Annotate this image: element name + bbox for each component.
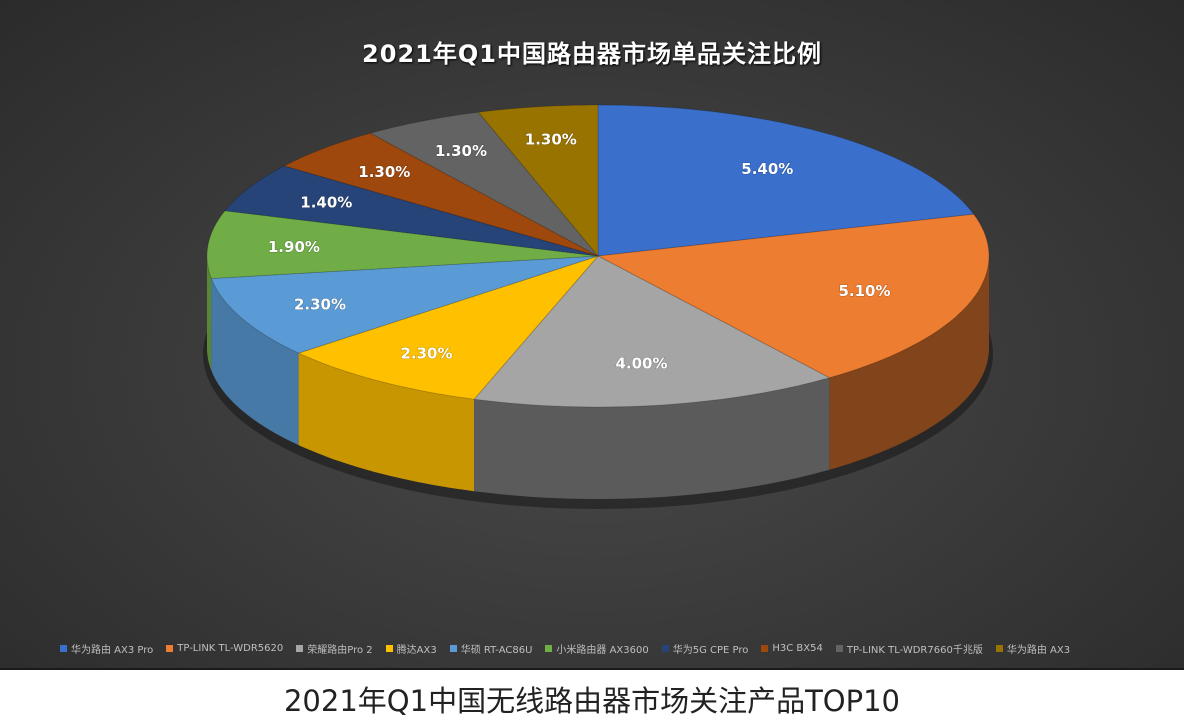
legend-label: 华为路由 AX3 (1006, 645, 1071, 656)
data-label-1: 5.10% (838, 282, 890, 300)
pie-slice-1[interactable] (596, 213, 990, 379)
legend-label: 华为路由 AX3 Pro (71, 645, 154, 656)
pie-slice-6[interactable] (224, 165, 599, 257)
pie-side-3 (298, 353, 475, 492)
pie-slice-2[interactable] (473, 255, 831, 408)
pie-side-2 (474, 377, 830, 499)
data-label-7: 1.30% (358, 163, 410, 181)
data-label-8: 1.30% (435, 142, 487, 160)
pie-slice-5[interactable] (206, 210, 599, 280)
data-label-3: 2.30% (400, 344, 452, 362)
chart-title: 2021年Q1中国路由器市场单品关注比例 (362, 40, 822, 68)
legend-label: 小米路由器 AX3600 (556, 645, 649, 656)
legend-swatch (166, 645, 174, 652)
legend-swatch (761, 645, 769, 652)
legend-item: 华为路由 AX3 Pro (60, 641, 153, 656)
pie-top-faces (206, 104, 990, 408)
chart-area: 2021年Q1中国路由器市场单品关注比例 5.40% 5.10% 4.00% 2.30… (0, 0, 1184, 670)
legend-label: H3C BX54 (772, 643, 823, 654)
chart-legend: 华为路由 AX3 Pro TP-LINK TL-WDR5620 荣耀路由Pro 2 腾… (60, 641, 1144, 656)
legend-swatch (60, 645, 67, 652)
data-label-4: 2.30% (294, 296, 346, 314)
legend-swatch (995, 645, 1003, 652)
pie-chart: 5.40% 5.10% 4.00% 2.30% 2.30% 1.90% 1.40% 1.30%… (203, 104, 993, 509)
pie-data-labels: 5.40% 5.10% 4.00% 2.30% 2.30% 1.90% 1.40% 1.30%… (267, 130, 891, 373)
legend-swatch (545, 645, 553, 652)
legend-item: 华为路由 AX3 (995, 641, 1071, 656)
legend-swatch (296, 645, 304, 652)
legend-item: H3C BX54 (761, 643, 823, 654)
pie-slice-0[interactable] (597, 104, 975, 257)
legend-item: 华为5G CPE Pro (661, 641, 749, 656)
data-label-2: 4.00% (615, 354, 667, 372)
legend-label: 华硕 RT-AC86U (460, 645, 533, 656)
legend-item: 华硕 RT-AC86U (449, 641, 533, 656)
pie-slice-9[interactable] (477, 104, 599, 258)
legend-label: 华为5G CPE Pro (672, 645, 749, 656)
pie-side-1 (829, 256, 989, 470)
legend-label: 腾达AX3 (396, 645, 437, 656)
data-label-6: 1.40% (300, 194, 352, 212)
legend-item: 小米路由器 AX3600 (545, 641, 649, 656)
data-label-5: 1.90% (268, 238, 320, 256)
data-label-0: 5.40% (741, 160, 793, 178)
pie-side-walls (207, 256, 989, 499)
legend-label: TP-LINK TL-WDR7660千兆版 (846, 645, 983, 656)
figure-caption: 2021年Q1中国无线路由器市场关注产品TOP10 (283, 684, 900, 718)
pie-slice-3[interactable] (297, 254, 600, 400)
legend-item: TP-LINK TL-WDR5620 (166, 643, 283, 654)
pie-slice-4[interactable] (210, 255, 599, 354)
legend-label: 荣耀路由Pro 2 (307, 645, 373, 656)
data-label-9: 1.30% (525, 131, 577, 149)
legend-swatch (835, 645, 843, 652)
legend-item: 荣耀路由Pro 2 (296, 641, 373, 656)
legend-item: TP-LINK TL-WDR7660千兆版 (835, 641, 983, 656)
legend-label: TP-LINK TL-WDR5620 (177, 643, 284, 654)
pie-slice-8[interactable] (369, 111, 599, 257)
pie-side-5 (207, 256, 212, 371)
pie-slice-7[interactable] (282, 132, 599, 257)
legend-item: 腾达AX3 (385, 641, 437, 656)
pie-side-4 (211, 278, 299, 446)
legend-swatch (385, 645, 393, 652)
legend-swatch (661, 645, 669, 652)
legend-swatch (449, 645, 457, 652)
